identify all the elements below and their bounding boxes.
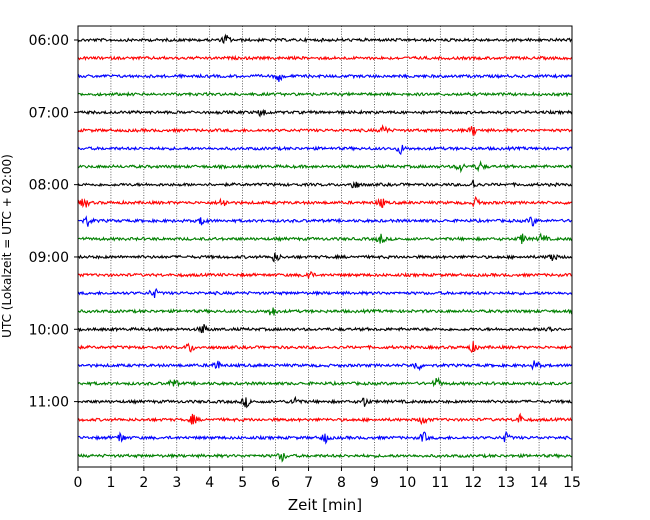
trace-row-1045: [77, 376, 573, 388]
x-tick-label-3: 3: [172, 475, 181, 491]
trace-row-0930: [77, 287, 573, 299]
x-tick-label-13: 13: [497, 475, 515, 491]
seismic-traces: [77, 33, 573, 463]
trace-row-0945: [77, 307, 573, 316]
trace-row-0915: [77, 270, 573, 279]
x-tick-label-7: 7: [304, 475, 313, 491]
y-tick-label: 11:00: [29, 395, 69, 411]
x-tick-label-2: 2: [139, 475, 148, 491]
trace-row-0815: [77, 195, 573, 209]
x-tick-label-12: 12: [464, 475, 482, 491]
x-tick-label-4: 4: [205, 475, 214, 491]
trace-row-0745: [77, 159, 573, 174]
trace-row-1000: [78, 324, 573, 334]
y-tick-label: 06:00: [29, 33, 69, 49]
trace-row-0715: [77, 124, 573, 137]
trace-row-0600: [77, 33, 573, 45]
y-tick-label: 08:00: [29, 178, 69, 194]
y-axis-label: UTC (Lokalzeit = UTC + 02:00): [0, 154, 14, 338]
x-tick-label-6: 6: [271, 475, 280, 491]
trace-row-0900: [77, 252, 573, 263]
trace-row-1115: [77, 412, 573, 426]
plot-frame: [77, 25, 573, 468]
x-tick-label-10: 10: [398, 475, 416, 491]
x-tick-label-14: 14: [530, 475, 548, 491]
y-tick-label: 07:00: [29, 105, 69, 121]
y-tick-label: 10:00: [29, 322, 69, 338]
trace-row-1015: [77, 341, 573, 353]
trace-row-1145: [77, 452, 573, 463]
x-axis-label: Zeit [min]: [288, 496, 362, 514]
x-axis-ticks: 0 1 2 3 4 5 6 7 8 9 10 11 12 13 14 15: [74, 467, 581, 491]
trace-row-1130: [77, 430, 573, 445]
trace-row-0845: [77, 232, 573, 244]
x-tick-label-5: 5: [238, 475, 247, 491]
trace-row-1030: [77, 360, 573, 372]
trace-row-0615: [77, 54, 573, 61]
trace-row-0630: [77, 72, 573, 83]
x-tick-label-0: 0: [74, 475, 83, 491]
trace-row-0700: [77, 108, 573, 118]
y-tick-label: 09:00: [29, 250, 69, 266]
trace-row-0730: [77, 144, 573, 156]
x-tick-label-8: 8: [337, 475, 346, 491]
trace-row-0800: [77, 179, 572, 189]
trace-row-0645: [77, 91, 573, 98]
y-axis-ticks: 06:00 07:00 08:00 09:00 10:00 11:00: [29, 33, 78, 411]
x-tick-label-1: 1: [106, 475, 115, 491]
x-tick-label-9: 9: [370, 475, 379, 491]
trace-row-1100: [77, 395, 573, 409]
grid-lines: [110, 26, 540, 467]
x-tick-label-11: 11: [431, 475, 449, 491]
trace-row-0830: [77, 215, 573, 227]
x-tick-label-15: 15: [563, 475, 581, 491]
